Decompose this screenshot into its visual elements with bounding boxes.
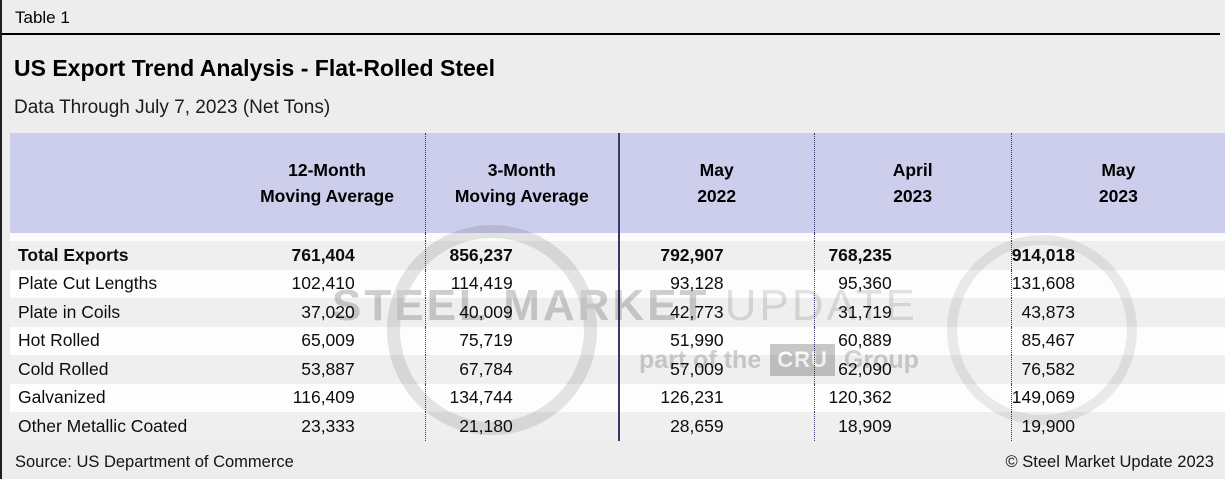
- cell: 149,069: [1010, 383, 1225, 412]
- row-label: Cold Rolled: [10, 355, 230, 384]
- source-note: Source: US Department of Commerce: [15, 453, 294, 471]
- column-header-line: 2023: [1098, 186, 1138, 206]
- row-label: Plate in Coils: [10, 298, 230, 327]
- cell: 62,090: [813, 355, 1012, 384]
- cell: 18,909: [813, 412, 1012, 441]
- column-header-3-month: 3-Month Moving Average: [424, 133, 619, 233]
- cell: 768,235: [813, 241, 1012, 270]
- column-header-line: 3-Month: [487, 160, 556, 180]
- column-header-line: 12-Month: [288, 160, 366, 180]
- cell: 76,582: [1010, 355, 1225, 384]
- cell: 75,719: [424, 326, 619, 355]
- page-title: US Export Trend Analysis - Flat-Rolled S…: [14, 55, 495, 81]
- export-trend-table: 12-Month Moving Average 3-Month Moving A…: [10, 133, 1225, 441]
- table-row-plate-cut-lengths: Plate Cut Lengths 102,410 114,419 93,128…: [10, 269, 1225, 298]
- cell: 31,719: [813, 298, 1012, 327]
- cell: 131,608: [1010, 269, 1225, 298]
- cell: 40,009: [424, 298, 619, 327]
- cell: 42,773: [617, 298, 815, 327]
- cell: 67,784: [424, 355, 619, 384]
- cell: 37,020: [229, 298, 426, 327]
- cell: 126,231: [617, 383, 815, 412]
- cell: 53,887: [229, 355, 426, 384]
- row-label: Galvanized: [10, 383, 230, 412]
- page-subtitle: Data Through July 7, 2023 (Net Tons): [14, 97, 331, 118]
- row-label: Hot Rolled: [10, 326, 230, 355]
- table-row-other-metallic-coated: Other Metallic Coated 23,333 21,180 28,6…: [10, 412, 1225, 441]
- cell: 85,467: [1010, 326, 1225, 355]
- cell: 28,659: [617, 412, 815, 441]
- header-row: 12-Month Moving Average 3-Month Moving A…: [10, 133, 1225, 233]
- cell: 23,333: [229, 412, 426, 441]
- column-header-april-2023: April 2023: [813, 133, 1012, 233]
- column-header-may-2022: May 2022: [617, 133, 815, 233]
- cell: 65,009: [229, 326, 426, 355]
- cell: 93,128: [617, 269, 815, 298]
- column-header-line: Moving Average: [454, 186, 589, 206]
- cell: 51,990: [617, 326, 815, 355]
- column-header-line: 2022: [697, 186, 737, 206]
- cell: 19,900: [1010, 412, 1225, 441]
- table-row-plate-in-coils: Plate in Coils 37,020 40,009 42,773 31,7…: [10, 298, 1225, 327]
- table-header: 12-Month Moving Average 3-Month Moving A…: [10, 133, 1225, 241]
- cell: 792,907: [617, 241, 815, 270]
- cell: 114,419: [424, 269, 619, 298]
- cell: 102,410: [229, 269, 426, 298]
- table-row-galvanized: Galvanized 116,409 134,744 126,231 120,3…: [10, 383, 1225, 412]
- table-row-cold-rolled: Cold Rolled 53,887 67,784 57,009 62,090 …: [10, 355, 1225, 384]
- table-row-hot-rolled: Hot Rolled 65,009 75,719 51,990 60,889 8…: [10, 326, 1225, 355]
- cell: 60,889: [813, 326, 1012, 355]
- row-label: Total Exports: [10, 241, 230, 270]
- column-header-line: May: [1101, 160, 1136, 180]
- column-header-line: 2023: [893, 186, 933, 206]
- cell: 43,873: [1010, 298, 1225, 327]
- cell: 120,362: [813, 383, 1012, 412]
- column-header-12-month: 12-Month Moving Average: [229, 133, 426, 233]
- cell: 761,404: [229, 241, 426, 270]
- column-header-line: April: [892, 160, 933, 180]
- cell: 57,009: [617, 355, 815, 384]
- column-header-line: Moving Average: [260, 186, 394, 206]
- column-header-may-2023: May 2023: [1010, 133, 1225, 233]
- cell: 116,409: [229, 383, 426, 412]
- row-label: Plate Cut Lengths: [10, 269, 230, 298]
- cell: 134,744: [424, 383, 619, 412]
- cell: 21,180: [424, 412, 619, 441]
- cell: 856,237: [424, 241, 619, 270]
- table-number-label: Table 1: [15, 8, 70, 27]
- copyright-note: © Steel Market Update 2023: [1005, 453, 1214, 471]
- cell: 914,018: [1010, 241, 1225, 270]
- column-header-line: May: [699, 160, 734, 180]
- table-body: Total Exports 761,404 856,237 792,907 76…: [10, 241, 1225, 441]
- table-row-total-exports: Total Exports 761,404 856,237 792,907 76…: [10, 241, 1225, 270]
- header-divider-rule: [2, 33, 1220, 35]
- row-label: Other Metallic Coated: [10, 412, 230, 441]
- column-header-empty: [10, 133, 230, 233]
- header-gap-row: [10, 233, 1225, 241]
- cell: 95,360: [813, 269, 1012, 298]
